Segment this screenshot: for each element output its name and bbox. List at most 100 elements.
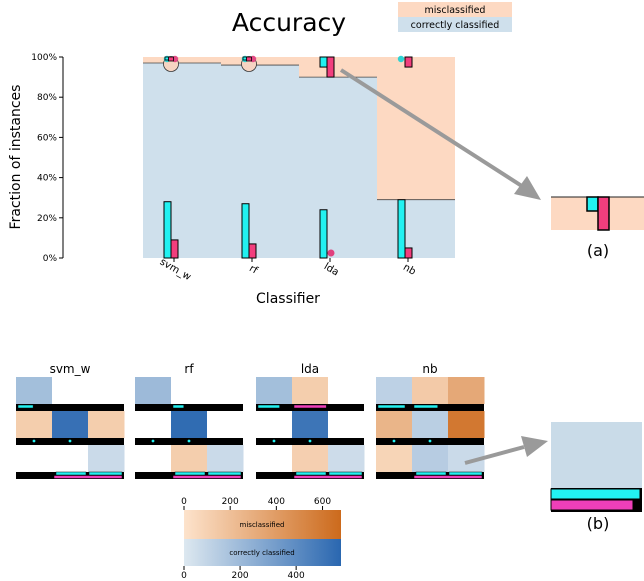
band-bar [328, 471, 363, 476]
y-tick-label: 60% [37, 133, 57, 143]
heatmap-cell [52, 377, 89, 404]
panel-title: lda [301, 362, 319, 376]
arrow-a-shaft [339, 68, 530, 192]
heatmap-cell [376, 445, 413, 472]
heatmap-panel-rf: rf [135, 362, 244, 479]
colorbar-correct [184, 539, 341, 566]
bar-inner-cyan [319, 209, 328, 259]
bar-inner-cyan [163, 201, 172, 259]
panel-title: rf [184, 362, 194, 376]
x-tick-label: lda [322, 261, 341, 278]
y-tick-label: 20% [37, 214, 57, 224]
legend-swatch-correct [398, 17, 512, 32]
bar-inner-magenta [170, 239, 179, 259]
band-dot [32, 439, 36, 443]
arrow-a [339, 68, 541, 200]
colorbar-tick-label: 0 [181, 497, 187, 507]
x-axis-label: Classifier [256, 291, 320, 307]
inset-b-label: (b) [587, 514, 610, 533]
heatmap-cell [412, 411, 449, 438]
row-band [135, 404, 243, 411]
band-bar [448, 471, 483, 476]
heatmap-cell [448, 377, 485, 404]
bar-inner-magenta-dot [327, 249, 335, 257]
bar-misclassified [377, 57, 455, 200]
band-bar [377, 404, 406, 409]
colorbar-tick-label: 0 [181, 571, 187, 581]
legend-label-correct: correctly classified [411, 20, 500, 31]
heatmap-cell [171, 411, 208, 438]
inset-b: (b) [550, 422, 642, 533]
top-bar-cyan [242, 56, 247, 61]
bar-correct [221, 65, 299, 258]
heatmap-cell [88, 445, 125, 472]
heatmap-cell [256, 411, 293, 438]
arrow-b-head [521, 436, 548, 457]
inset-a-cyan-bar [586, 196, 599, 212]
y-axis-label: Fraction of instances [8, 85, 24, 230]
heatmap-cell [256, 377, 293, 404]
bar-inner-cyan [241, 203, 250, 259]
heatmap-cell [376, 377, 413, 404]
top-dot-cyan [397, 55, 405, 63]
band-bar [174, 471, 206, 476]
band-bar [415, 471, 447, 476]
heatmap-cell [292, 445, 329, 472]
bar-inner-cyan [397, 199, 406, 259]
band-dot [428, 439, 432, 443]
x-tick-label: nb [401, 262, 417, 278]
x-tick-label: rf [247, 263, 260, 277]
bar-misclassified [299, 57, 377, 78]
band-dot [151, 439, 155, 443]
top-bar-magenta [246, 56, 252, 62]
chart-title: Accuracy [232, 8, 346, 37]
legend-swatch-misclassified [398, 2, 512, 17]
heatmap-cell [292, 377, 329, 404]
heatmap-cell [16, 411, 53, 438]
bar-correct [299, 77, 377, 258]
y-tick-label: 40% [37, 174, 57, 184]
bar-misclassified [221, 57, 299, 66]
heatmap-cell [52, 411, 89, 438]
band-dot [392, 439, 396, 443]
heatmap-cell [292, 411, 329, 438]
top-bar-magenta [404, 56, 413, 68]
colorbar-tick-label: 400 [268, 497, 285, 507]
heatmap-cell [207, 445, 244, 472]
heatmap-cell [16, 445, 53, 472]
heatmap-cell [412, 377, 449, 404]
band-dot [68, 439, 72, 443]
x-axis: svm_w rf lda nb [158, 257, 418, 284]
y-axis: 0% 20% 40% 60% 80% 100% [31, 53, 64, 264]
arrow-b-shaft [464, 445, 525, 465]
row-band [16, 404, 124, 411]
colorbar-label-correct: correctly classified [229, 549, 294, 557]
heatmap-cell [328, 411, 365, 438]
heatmap-panel-nb: nb [376, 362, 485, 479]
bar-inner-magenta [404, 247, 413, 259]
plot-area [143, 55, 455, 259]
top-bar-cyan [319, 56, 328, 68]
heatmap-cell [328, 445, 365, 472]
heatmap-panel-svm_w: svm_w [16, 362, 125, 479]
y-tick-label: 100% [31, 53, 57, 63]
heatmap-cell [16, 377, 53, 404]
band-bar [17, 404, 34, 409]
heatmap-cell [135, 445, 172, 472]
band-bar [55, 471, 87, 476]
band-bar [257, 404, 280, 409]
heatmap-cell [52, 445, 89, 472]
legend: misclassified correctly classified [398, 2, 512, 32]
colorbar-tick-label: 600 [314, 497, 331, 507]
heatmap-cell [328, 377, 365, 404]
top-bar-cyan [164, 56, 169, 61]
heatmap-panels: svm_w rf lda nb [16, 362, 485, 479]
heatmap-cell [88, 377, 125, 404]
arrow-b [464, 436, 548, 465]
band-bar [413, 475, 483, 479]
heatmap-panel-lda: lda [256, 362, 365, 479]
inset-b-cell [551, 422, 642, 488]
inset-a-magenta-bar [597, 196, 610, 231]
arrow-a-head [514, 176, 541, 200]
band-bar [295, 471, 327, 476]
